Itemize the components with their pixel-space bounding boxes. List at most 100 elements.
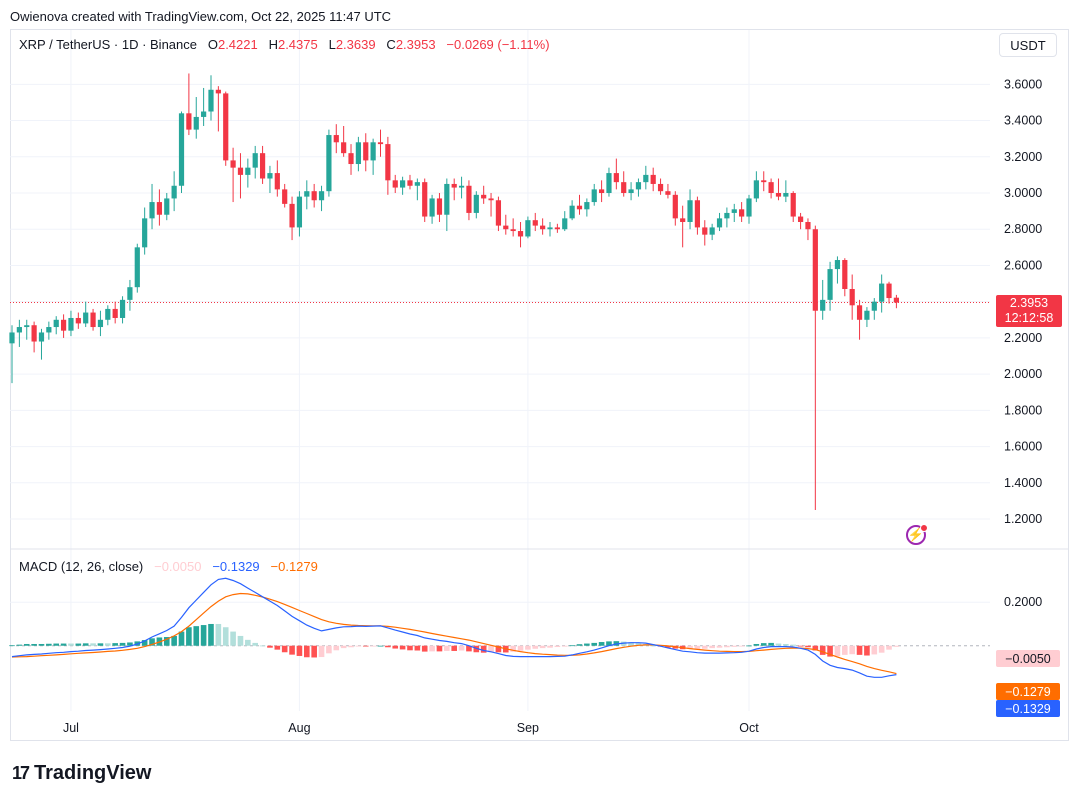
close-label: C [386, 37, 396, 52]
candle-body [643, 174, 649, 183]
candle-body [53, 319, 59, 328]
candle-body [149, 202, 155, 219]
candle-body [621, 182, 627, 194]
candle-body [68, 317, 74, 331]
candle-body [215, 89, 221, 94]
macd-histogram-bar [208, 623, 214, 646]
candle-body [635, 182, 642, 190]
candle-body [650, 174, 656, 184]
candle-body [274, 173, 280, 190]
last-price-tag: 2.3953 12:12:58 [996, 295, 1062, 327]
candle-body [783, 193, 789, 197]
candle-body [311, 191, 317, 201]
macd-histogram-bar [701, 645, 708, 649]
price-tick-label: 3.2000 [1004, 150, 1042, 164]
candle-body [355, 142, 361, 165]
macd-histogram-bar [864, 645, 870, 656]
macd-histogram-bar [90, 643, 96, 646]
macd-histogram-bar [783, 643, 789, 646]
tradingview-brand: 17 TradingView [12, 762, 151, 785]
macd-histogram-bar [444, 645, 450, 651]
macd-histogram-bar [554, 645, 561, 648]
macd-histogram-bar [392, 645, 399, 649]
macd-histogram-bar [53, 643, 60, 646]
macd-histogram-bar [569, 645, 575, 647]
macd-histogram-bar [370, 645, 376, 647]
macd-histogram-bar [31, 643, 37, 646]
candle-body [326, 135, 332, 192]
macd-histogram-bar [687, 645, 693, 649]
candle-body [775, 193, 782, 197]
macd-histogram-bar [665, 645, 671, 648]
candle-body [554, 227, 560, 230]
candle-body [768, 182, 774, 194]
macd-histogram-bar [171, 635, 177, 646]
candle-body [812, 229, 818, 311]
candle-body [746, 198, 752, 217]
candle-body [60, 319, 67, 331]
candle-body [16, 327, 22, 333]
macd-histogram-bar [267, 645, 273, 648]
candle-body [127, 287, 133, 300]
macd-histogram-bar [68, 643, 74, 646]
price-tick-label: 3.6000 [1004, 77, 1042, 91]
candle-body [385, 144, 391, 181]
macd-histogram-bar [97, 643, 104, 646]
candle-body [252, 153, 258, 168]
candle-body [753, 180, 759, 199]
macd-histogram-bar [532, 645, 539, 649]
macd-histogram-bar [760, 643, 767, 646]
candle-body [716, 218, 723, 228]
macd-histogram-bar [517, 645, 524, 651]
candle-body [223, 93, 229, 161]
macd-histogram-bar [775, 643, 782, 646]
lightning-icon[interactable]: ⚡ [906, 524, 928, 545]
candle-body [827, 269, 833, 300]
macd-histogram-bar [576, 644, 583, 646]
macd-histogram-bar [466, 645, 472, 652]
candle-body [245, 167, 251, 175]
candle-body [171, 185, 177, 199]
candle-body [657, 183, 664, 192]
macd-histogram-bar [738, 645, 745, 647]
macd-histogram-bar [355, 645, 362, 647]
macd-histogram-bar [488, 645, 494, 653]
candle-body [532, 220, 538, 226]
candle-body [289, 203, 295, 228]
macd-line-tag: −0.1329 [996, 700, 1060, 717]
candle-body [436, 198, 443, 215]
candle-body [606, 173, 612, 194]
price-tick-label: 3.0000 [1004, 186, 1042, 200]
candle-body [739, 209, 745, 217]
macd-histogram-bar [753, 643, 760, 646]
macd-histogram-bar [112, 643, 118, 646]
candle-body [569, 205, 575, 219]
symbol-label[interactable]: XRP / TetherUS · 1D · Binance [19, 37, 197, 52]
macd-signal-line [11, 592, 897, 675]
high-label: H [268, 37, 278, 52]
currency-button[interactable]: USDT [999, 33, 1057, 57]
candle-body [134, 247, 140, 288]
candle-body [363, 142, 369, 161]
macd-histogram-bar [797, 645, 804, 647]
candle-body [414, 182, 420, 186]
candle-body [208, 89, 214, 112]
candle-body [259, 153, 266, 179]
macd-histogram-bar [215, 623, 222, 646]
price-tick-label: 1.2000 [1004, 512, 1042, 526]
macd-histogram-bar [414, 645, 421, 651]
macd-histogram-bar [119, 642, 126, 646]
macd-histogram-bar [842, 645, 848, 655]
macd-histogram-bar [731, 645, 738, 647]
macd-title[interactable]: MACD (12, 26, close) [19, 559, 144, 574]
price-tick-label: 1.8000 [1004, 403, 1042, 417]
date-tick-label: Aug [288, 721, 310, 735]
macd-tick-label: 0.2000 [1004, 595, 1042, 609]
macd-histogram-bar [436, 645, 443, 652]
candle-body [886, 283, 892, 299]
macd-histogram-bar [716, 645, 723, 648]
candle-body [481, 194, 487, 199]
candle-body [193, 116, 199, 130]
candle-body [849, 289, 855, 306]
